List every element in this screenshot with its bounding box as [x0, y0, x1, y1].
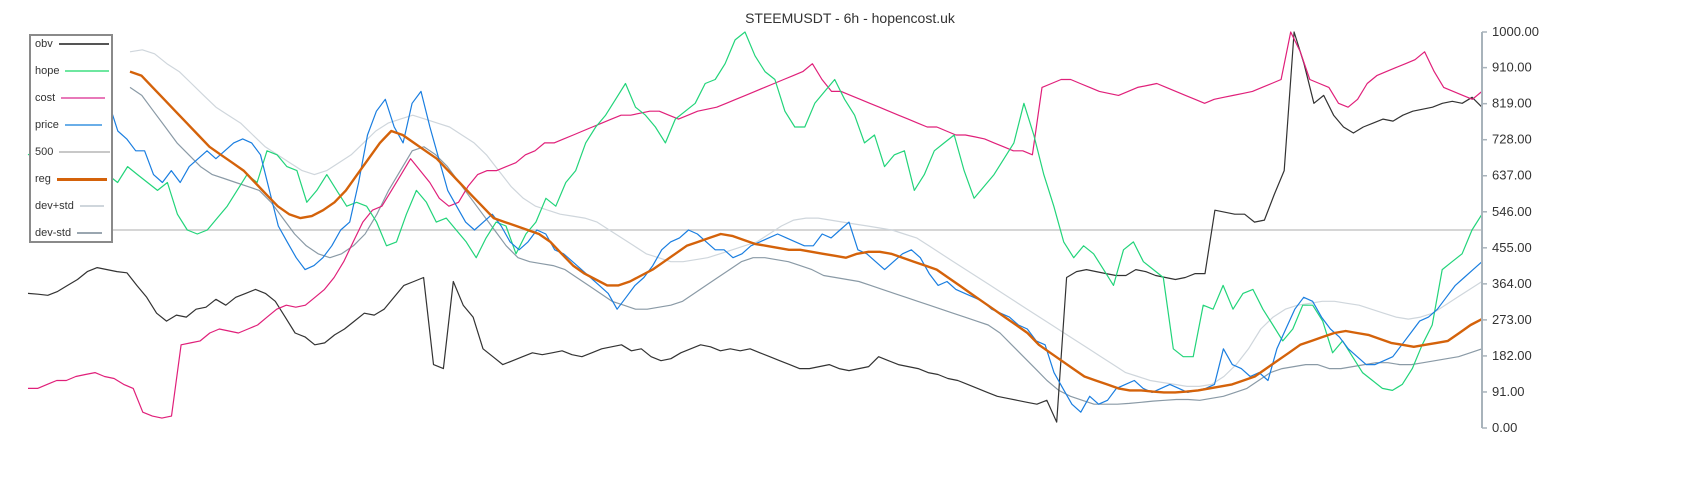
legend-item-hope[interactable]: hope — [35, 65, 110, 77]
legend-label: reg — [35, 173, 51, 185]
series-line-obv — [27, 31, 1483, 423]
legend-label: price — [35, 119, 59, 131]
legend-swatch-icon — [56, 177, 108, 181]
legend-label: obv — [35, 38, 53, 50]
y-tick-label: 546.00 — [1492, 204, 1532, 219]
y-tick-label: 637.00 — [1492, 168, 1532, 183]
chart-title: STEEMUSDT - 6h - hopencost.uk — [745, 10, 955, 26]
legend-swatch-icon — [61, 97, 106, 99]
y-tick-label: 91.00 — [1492, 384, 1525, 399]
legend-label: dev-std — [35, 227, 72, 239]
y-tick-label: 0.00 — [1492, 420, 1517, 435]
y-tick-label: 182.00 — [1492, 348, 1532, 363]
legend: obv hope cost price 500 reg dev+std dev-std — [29, 34, 113, 243]
legend-swatch-icon — [59, 151, 110, 153]
legend-item-500[interactable]: 500 — [35, 146, 110, 158]
y-tick-label: 819.00 — [1492, 96, 1532, 111]
legend-item-obv[interactable]: obv — [35, 38, 110, 50]
series-layer — [27, 31, 1483, 423]
legend-swatch-icon — [79, 205, 105, 207]
legend-item-reg[interactable]: reg — [35, 173, 108, 185]
legend-item-dev-std[interactable]: dev+std — [35, 200, 105, 212]
legend-swatch-icon — [64, 124, 103, 126]
legend-item-price[interactable]: price — [35, 119, 103, 131]
legend-item-cost[interactable]: cost — [35, 92, 106, 104]
y-tick-label: 273.00 — [1492, 312, 1532, 327]
series-line-dev-std — [129, 49, 1483, 387]
legend-label: dev+std — [35, 200, 74, 212]
legend-label: 500 — [35, 146, 54, 158]
y-axis: 0.00 91.00 182.00 273.00 364.00 455.00 546.00 6… — [1481, 24, 1539, 435]
legend-item-dev-std[interactable]: dev-std — [35, 227, 102, 239]
y-tick-label: 455.00 — [1492, 240, 1532, 255]
legend-swatch-icon — [65, 70, 110, 72]
y-tick-label: 1000.00 — [1492, 24, 1539, 39]
legend-label: hope — [35, 65, 60, 77]
y-tick-label: 728.00 — [1492, 132, 1532, 147]
y-tick-label: 364.00 — [1492, 276, 1532, 291]
legend-swatch-icon — [58, 43, 110, 45]
series-line-reg — [129, 70, 1483, 394]
series-line-dev-std — [129, 86, 1483, 405]
legend-label: cost — [35, 92, 56, 104]
series-line-cost — [28, 31, 1483, 419]
y-tick-label: 910.00 — [1492, 60, 1532, 75]
series-line-price — [99, 63, 1483, 413]
series-line-hope — [27, 31, 1483, 391]
legend-swatch-icon — [77, 232, 102, 234]
